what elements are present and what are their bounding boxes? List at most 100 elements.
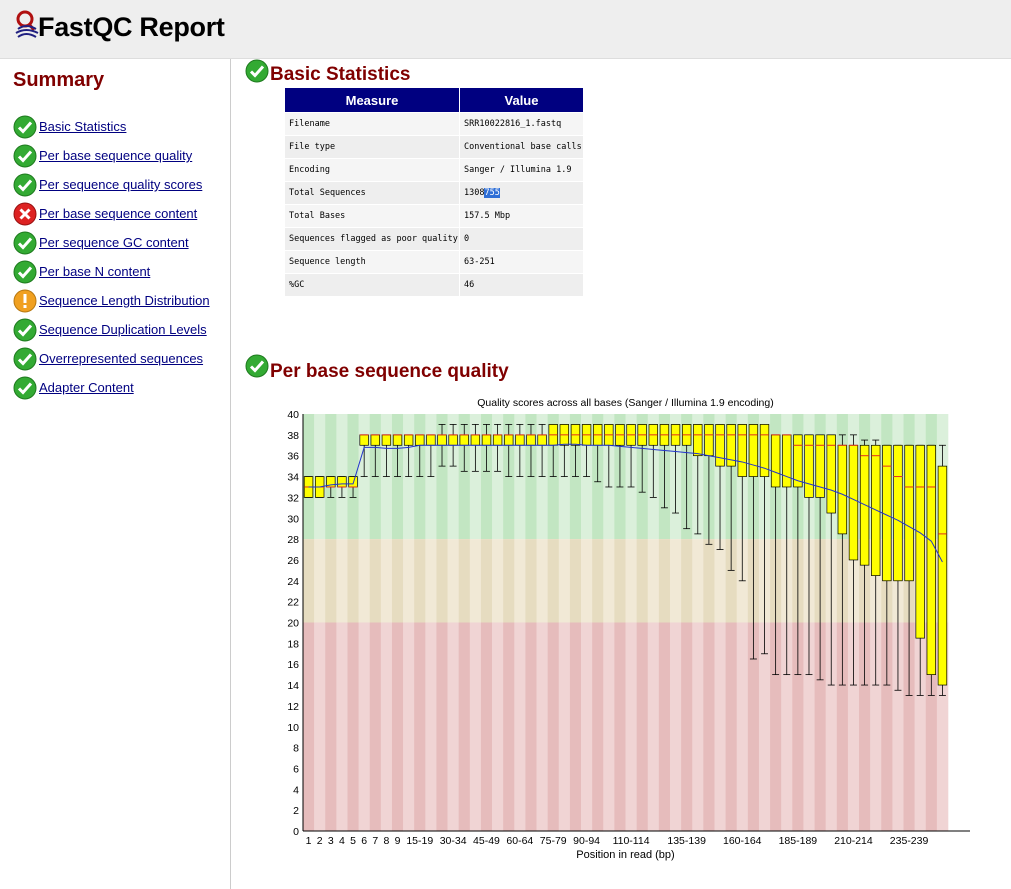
box-iqr bbox=[359, 434, 369, 446]
box-iqr bbox=[448, 434, 458, 446]
report-title: FastQC Report bbox=[38, 12, 225, 42]
value-cell: 46 bbox=[460, 274, 583, 296]
pass-icon bbox=[13, 231, 37, 254]
table-row: %GC 46 bbox=[285, 274, 583, 296]
summary-link[interactable]: Overrepresented sequences bbox=[39, 351, 204, 366]
x-tick-label: 135-139 bbox=[667, 835, 706, 847]
quality-band-red bbox=[492, 622, 504, 831]
y-tick-label: 2 bbox=[293, 805, 299, 817]
quality-band-red bbox=[558, 622, 571, 831]
summary-link[interactable]: Adapter Content bbox=[39, 380, 134, 395]
summary-link[interactable]: Per sequence GC content bbox=[39, 235, 189, 250]
summary-link[interactable]: Sequence Duplication Levels bbox=[39, 322, 207, 337]
quality-band-orange bbox=[403, 539, 415, 623]
box-iqr bbox=[337, 476, 347, 488]
x-tick-label: 1 bbox=[306, 835, 312, 847]
measure-cell: Total Sequences bbox=[285, 182, 459, 204]
box-iqr bbox=[392, 434, 403, 446]
quality-band-red bbox=[347, 622, 359, 831]
quality-band-green bbox=[480, 414, 493, 540]
table-row: Total Sequences 1308755 bbox=[285, 182, 583, 204]
measure-header: Measure bbox=[285, 88, 459, 112]
box-iqr bbox=[793, 434, 803, 488]
quality-band-orange bbox=[681, 539, 693, 623]
summary-link[interactable]: Per base sequence quality bbox=[39, 148, 193, 163]
pass-icon bbox=[13, 260, 37, 283]
x-tick-label: 160-164 bbox=[723, 835, 762, 847]
summary-item: Basic Statistics bbox=[13, 112, 210, 141]
y-tick-label: 24 bbox=[287, 576, 299, 588]
quality-band-red bbox=[425, 622, 437, 831]
quality-band-orange bbox=[391, 539, 404, 623]
quality-band-red bbox=[436, 622, 448, 831]
quality-band-red bbox=[803, 622, 815, 831]
pass-icon bbox=[245, 59, 269, 83]
quality-band-orange bbox=[581, 539, 593, 623]
value-cell: Conventional base calls bbox=[460, 136, 583, 158]
x-tick-label: 15-19 bbox=[406, 835, 433, 847]
quality-band-orange bbox=[492, 539, 504, 623]
quality-band-red bbox=[847, 622, 860, 831]
y-tick-label: 12 bbox=[287, 701, 299, 713]
summary-link[interactable]: Per sequence quality scores bbox=[39, 177, 203, 192]
box-iqr bbox=[748, 424, 759, 477]
measure-cell: Filename bbox=[285, 113, 459, 135]
quality-band-orange bbox=[414, 539, 426, 623]
pass-icon bbox=[13, 144, 37, 167]
quality-band-green bbox=[492, 414, 504, 540]
summary-item: Per base N content bbox=[13, 257, 210, 286]
quality-band-red bbox=[636, 622, 649, 831]
quality-band-red bbox=[903, 622, 915, 831]
box-iqr bbox=[381, 434, 392, 446]
value-cell: SRR10022816_1.fastq bbox=[460, 113, 583, 135]
pass-icon bbox=[13, 115, 37, 138]
box-iqr bbox=[715, 424, 725, 467]
quality-band-red bbox=[581, 622, 593, 831]
quality-band-red bbox=[825, 622, 838, 831]
box-iqr bbox=[737, 424, 747, 477]
box-iqr bbox=[403, 434, 414, 446]
y-tick-label: 18 bbox=[287, 638, 299, 650]
quality-band-red bbox=[736, 622, 749, 831]
pass-icon bbox=[13, 347, 37, 370]
quality-band-orange bbox=[536, 539, 548, 623]
summary-link[interactable]: Per base sequence content bbox=[39, 206, 198, 221]
box-iqr bbox=[815, 434, 825, 498]
table-row: Encoding Sanger / Illumina 1.9 bbox=[285, 159, 583, 181]
quality-band-red bbox=[391, 622, 404, 831]
fail-icon bbox=[13, 202, 37, 225]
table-row: Total Bases 157.5 Mbp bbox=[285, 205, 583, 227]
summary-link[interactable]: Basic Statistics bbox=[39, 119, 127, 134]
summary-link[interactable]: Per base N content bbox=[39, 264, 151, 279]
box-iqr bbox=[882, 444, 892, 582]
quality-band-orange bbox=[525, 539, 537, 623]
summary-item: Per base sequence quality bbox=[13, 141, 210, 170]
box-iqr bbox=[926, 444, 937, 675]
y-tick-label: 26 bbox=[287, 555, 299, 567]
quality-band-red bbox=[380, 622, 393, 831]
quality-band-red bbox=[758, 622, 771, 831]
x-tick-label: 210-214 bbox=[834, 835, 873, 847]
table-row: File type Conventional base calls bbox=[285, 136, 583, 158]
measure-cell: Sequences flagged as poor quality bbox=[285, 228, 459, 250]
quality-band-red bbox=[669, 622, 682, 831]
x-tick-label: 75-79 bbox=[540, 835, 567, 847]
box-iqr bbox=[848, 444, 859, 561]
quality-band-orange bbox=[436, 539, 448, 623]
box-iqr bbox=[526, 434, 536, 446]
x-tick-label: 235-239 bbox=[890, 835, 929, 847]
quality-band-red bbox=[569, 622, 582, 831]
y-tick-label: 14 bbox=[287, 680, 299, 692]
quality-band-orange bbox=[558, 539, 571, 623]
summary-item: Per sequence GC content bbox=[13, 228, 210, 257]
mean-line bbox=[308, 443, 943, 563]
quality-band-orange bbox=[692, 539, 704, 623]
summary-title: Summary bbox=[13, 69, 105, 91]
quality-band-red bbox=[658, 622, 671, 831]
quality-band-red bbox=[859, 622, 871, 831]
quality-band-green bbox=[458, 414, 471, 540]
summary-link[interactable]: Sequence Length Distribution bbox=[39, 293, 210, 308]
quality-band-orange bbox=[469, 539, 482, 623]
table-row: Filename SRR10022816_1.fastq bbox=[285, 113, 583, 135]
quality-band-red bbox=[403, 622, 415, 831]
